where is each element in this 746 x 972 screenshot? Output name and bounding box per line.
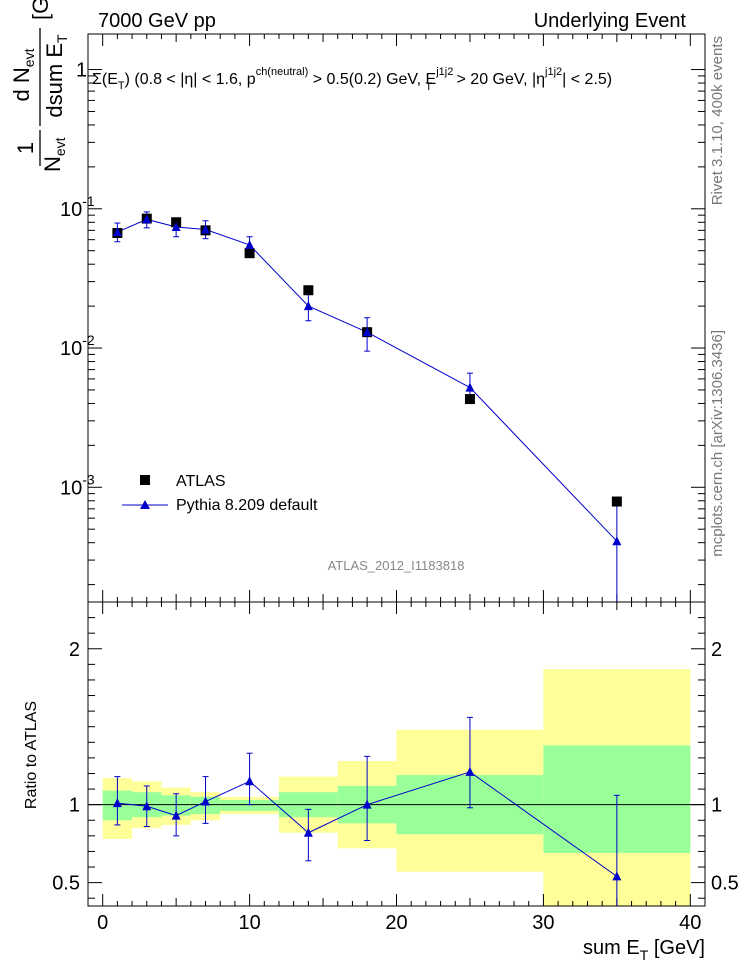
ratio-point <box>171 810 181 820</box>
main-ytick-label: 10-3 <box>60 471 95 499</box>
ratio-xtick-label: 40 <box>679 912 701 934</box>
pythia-point <box>142 214 152 224</box>
ratio-xtick-label: 10 <box>238 912 260 934</box>
ratio-point <box>465 766 475 776</box>
main-ylabel: 1 Nevt d Nevt dsum ET [GeV-1] <box>9 0 70 172</box>
legend: ATLAS Pythia 8.209 default <box>122 473 318 514</box>
atlas-point <box>464 394 475 405</box>
ratio-axes: 0 10 20 30 40 0.5 0.5 1 1 2 2 <box>52 602 739 934</box>
pythia-point <box>171 221 181 231</box>
main-ytick-label: 10-2 <box>60 332 95 360</box>
main-title: Σ(ET) (0.8 < |η| < 1.6, pch(neutral) > 0… <box>92 66 612 93</box>
ratio-ylabel: Ratio to ATLAS <box>23 701 40 809</box>
ratio-xtick-label: 20 <box>385 912 407 934</box>
ratio-ytick-label: 1 <box>69 795 80 817</box>
main-frame <box>87 33 706 603</box>
ratio-point <box>303 827 313 837</box>
analysis-watermark: ATLAS_2012_I1183818 <box>328 558 465 573</box>
pythia-point <box>612 536 622 546</box>
legend-pythia-label: Pythia 8.209 default <box>176 497 318 514</box>
ratio-point <box>112 798 122 808</box>
ratio-point <box>142 801 152 811</box>
ratio-xlabel: sum ET [GeV] <box>583 937 705 963</box>
ylabel-unit: [GeV-1] <box>25 0 53 20</box>
ratio-point <box>612 871 622 881</box>
ylabel-n: Nevt <box>40 137 68 172</box>
main-ytick-label: 1 <box>76 60 87 82</box>
pythia-point <box>112 227 122 237</box>
ylabel-dsum: dsum ET <box>42 34 70 118</box>
pythia-point <box>362 327 372 337</box>
ratio-ytick-label-right: 0.5 <box>711 873 739 895</box>
pythia-point <box>245 239 255 249</box>
ratio-point <box>362 799 372 809</box>
ratio-frame <box>87 601 706 907</box>
ratio-point <box>245 776 255 786</box>
ratio-series <box>112 716 622 906</box>
ratio-ytick-label: 2 <box>69 639 80 661</box>
ratio-band-stat <box>220 799 279 811</box>
legend-pythia-marker <box>140 500 150 509</box>
atlas-point <box>303 285 314 296</box>
pythia-point <box>303 301 313 311</box>
ratio-ytick-label-right: 2 <box>711 639 722 661</box>
ratio-point <box>201 796 211 806</box>
header-right: Underlying Event <box>534 10 687 32</box>
pythia-line <box>117 218 618 542</box>
ratio-ytick-label-right: 1 <box>711 795 722 817</box>
ylabel-one: 1 <box>13 142 38 154</box>
atlas-point <box>611 496 622 507</box>
mcplots-label: mcplots.cern.ch [arXiv:1306.3436] <box>709 330 726 557</box>
ratio-xtick-label: 0 <box>97 912 108 934</box>
main-axes: 1 10-1 10-2 10-3 <box>60 34 705 602</box>
legend-atlas-label: ATLAS <box>176 473 226 490</box>
main-ytick-label: 10-1 <box>60 193 95 221</box>
main-series <box>112 211 622 602</box>
ratio-ytick-label: 0.5 <box>52 873 80 895</box>
ylabel-dn: d Nevt <box>9 48 37 101</box>
pythia-point <box>465 382 475 392</box>
ratio-xtick-label: 30 <box>532 912 554 934</box>
rivet-label: Rivet 3.1.10, 400k events <box>709 36 726 205</box>
pythia-point <box>201 224 211 234</box>
legend-atlas-marker <box>140 475 150 485</box>
ratio-bands <box>102 669 691 906</box>
header-left: 7000 GeV pp <box>98 10 216 32</box>
atlas-point <box>244 248 255 259</box>
